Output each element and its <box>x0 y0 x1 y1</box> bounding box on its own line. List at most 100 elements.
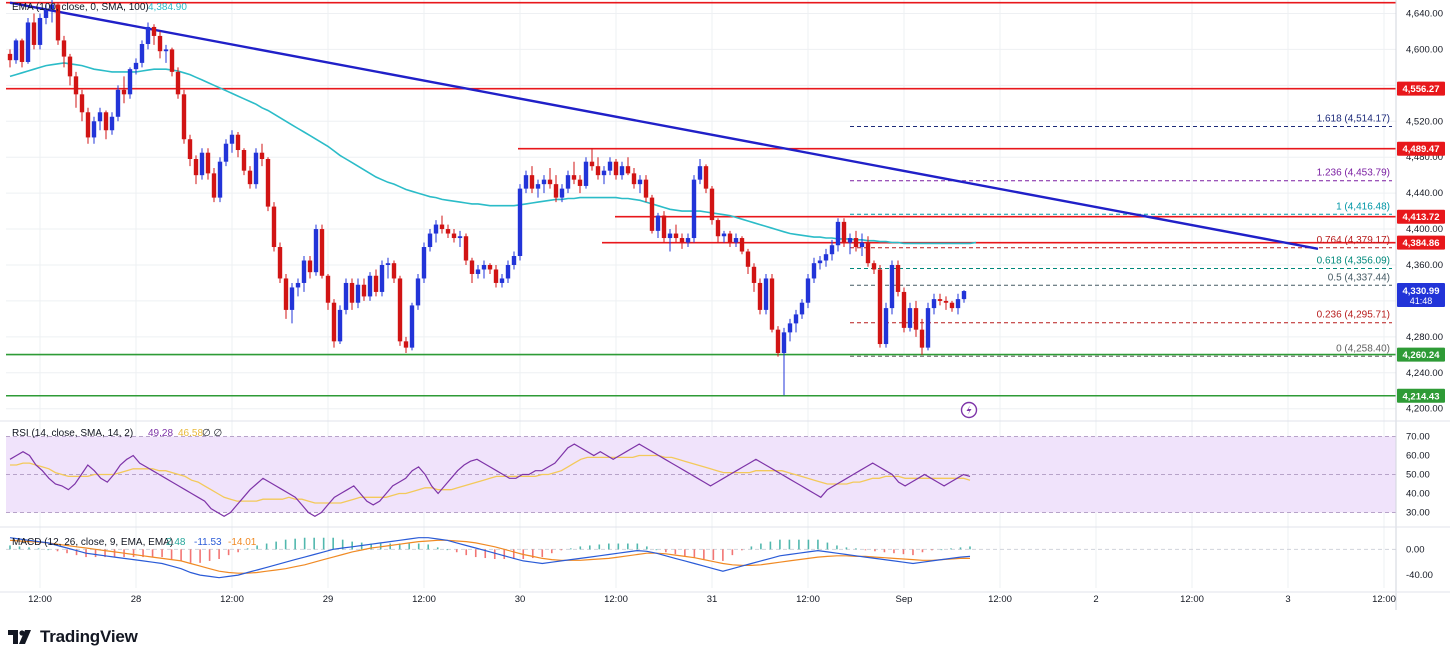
candle <box>79 89 85 122</box>
candle-body <box>643 179 649 198</box>
candle-body <box>289 287 295 310</box>
candle <box>91 116 97 144</box>
candle-body <box>91 121 97 138</box>
candle <box>217 157 223 203</box>
candle-body <box>589 161 595 167</box>
macd-histogram-bar <box>684 549 686 557</box>
candle-body <box>229 134 235 144</box>
candle-body <box>205 152 211 174</box>
macd-histogram-bar <box>408 543 411 550</box>
current-price-label: 4,330.99 <box>1403 286 1440 297</box>
macd-histogram-bar <box>722 549 724 561</box>
macd-histogram-bar <box>931 549 933 551</box>
candle <box>493 264 499 288</box>
candle-body <box>511 256 517 265</box>
candle-body <box>271 206 277 248</box>
candle <box>67 53 73 86</box>
candle-body <box>457 236 463 239</box>
candle-body <box>133 62 139 70</box>
candle <box>781 327 787 396</box>
macd-histogram-bar <box>560 549 563 551</box>
candle <box>469 257 475 283</box>
candle-body <box>361 284 367 297</box>
candle-body <box>307 260 313 273</box>
candle <box>919 318 925 355</box>
macd-histogram-bar <box>151 549 154 558</box>
level-label-bg <box>1397 81 1445 96</box>
macd-histogram-bar <box>37 548 40 550</box>
candle <box>169 47 175 77</box>
candle-body <box>955 299 961 309</box>
candle-body <box>157 35 163 52</box>
candle-body <box>913 308 919 330</box>
tradingview-brand[interactable]: TradingView <box>8 626 138 648</box>
candle <box>601 166 607 185</box>
replay-icon[interactable] <box>960 401 978 419</box>
rsi-signal-line <box>10 454 971 504</box>
macd-histogram-bar <box>598 544 601 550</box>
macd-histogram-bar <box>769 541 772 550</box>
candle <box>889 260 895 315</box>
macd-histogram-bar <box>94 549 97 558</box>
macd-pane[interactable] <box>6 537 1396 579</box>
x-tick-label: 3 <box>1285 594 1290 605</box>
candle <box>247 166 253 189</box>
candle-body <box>127 69 133 95</box>
candle-body <box>25 22 31 62</box>
ema-legend-value: 4,384.90 <box>148 2 187 13</box>
macd-histogram-bar <box>113 549 116 558</box>
price-tick-label: 4,640.00 <box>1406 8 1443 19</box>
candle-body <box>679 238 685 243</box>
macd-legend-macd: -11.53 <box>194 537 222 548</box>
candle-body <box>49 4 55 9</box>
candle <box>673 224 679 243</box>
candle <box>457 230 463 248</box>
price-pane[interactable]: 1.618 (4,514.17) 1.236 (4,453.79) 1 (4,416… <box>6 0 1396 397</box>
candle-body <box>73 76 79 95</box>
candle <box>727 230 733 248</box>
candle <box>313 224 319 276</box>
candle-body <box>811 263 817 279</box>
candle-body <box>829 245 835 255</box>
candle-body <box>493 269 499 283</box>
candle <box>901 287 907 333</box>
candle <box>19 38 25 68</box>
candle-body <box>787 323 793 333</box>
candle-body <box>763 278 769 310</box>
candle <box>277 242 283 283</box>
candle <box>499 273 505 288</box>
macd-histogram-bar <box>855 548 857 550</box>
macd-histogram-bar <box>170 549 173 559</box>
candle-body <box>469 260 475 274</box>
candle-body <box>463 236 469 261</box>
candle <box>667 229 673 252</box>
candle-body <box>385 263 391 265</box>
candle-body <box>253 152 259 185</box>
fib-level-label: 0.618 (4,356.09) <box>1317 256 1390 267</box>
candle <box>553 175 559 203</box>
candle <box>595 157 601 180</box>
candle <box>631 167 637 189</box>
macd-histogram-bar <box>617 543 620 550</box>
macd-histogram-bar <box>674 549 677 555</box>
rsi-pane[interactable] <box>6 436 1396 517</box>
macd-legend-label: MACD (12, 26, close, 9, EMA, EMA) <box>12 537 173 548</box>
macd-histogram-bar <box>161 549 163 558</box>
candle <box>145 22 151 50</box>
candle-body <box>697 166 703 180</box>
x-tick-label: 12:00 <box>1180 594 1204 605</box>
candle-body <box>649 197 655 231</box>
macd-histogram-bar <box>788 539 791 550</box>
macd-histogram-bar <box>18 546 21 550</box>
macd-histogram-bar <box>227 549 230 556</box>
candle-body <box>199 152 205 176</box>
candle-body <box>235 134 241 151</box>
candle-body <box>715 220 721 237</box>
candle-body <box>559 188 565 198</box>
candle-body <box>439 224 445 230</box>
chart-canvas[interactable]: 1.618 (4,514.17) 1.236 (4,453.79) 1 (4,416… <box>0 0 1450 622</box>
candle-body <box>61 40 67 57</box>
rsi-tick-label: 60.00 <box>1406 451 1430 462</box>
candle-body <box>937 299 943 301</box>
candle <box>103 110 109 140</box>
